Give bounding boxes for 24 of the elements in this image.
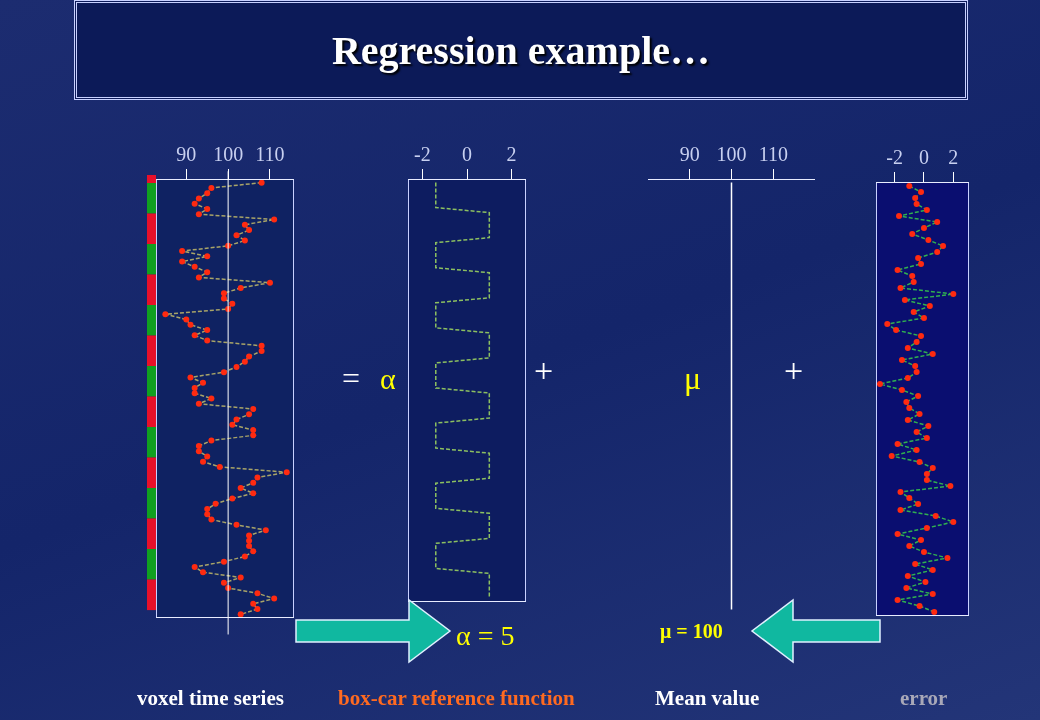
x-tick-label: 100 [213, 143, 244, 165]
x-tick-label: 2 [506, 143, 517, 165]
annotation: μ [684, 360, 702, 397]
text: α = 5 [456, 620, 515, 652]
text: + [534, 352, 554, 390]
x-tick-label: 0 [462, 143, 472, 165]
x-axis-title: box-car reference function [338, 686, 575, 711]
x-tick-label: 110 [758, 143, 788, 165]
x-tick-label: 110 [255, 143, 285, 165]
text: μ = 100 [660, 620, 723, 643]
x-axis-title: voxel time series [137, 686, 284, 711]
annotation: + [784, 352, 804, 390]
text: α [380, 362, 396, 396]
x-tick-label: -2 [886, 146, 903, 168]
text: Regression example… [331, 26, 711, 74]
x-axis-title: Mean value [655, 686, 760, 711]
x-axis-title: error [900, 686, 948, 711]
x-tick-label: -2 [414, 143, 431, 165]
x-tick-label: 100 [716, 143, 747, 165]
x-tick-label: 90 [679, 143, 700, 165]
x-tick-label: 0 [918, 146, 929, 168]
x-tick-label: 90 [176, 143, 197, 165]
text: = [342, 360, 361, 397]
x-tick-label: 2 [948, 146, 959, 168]
